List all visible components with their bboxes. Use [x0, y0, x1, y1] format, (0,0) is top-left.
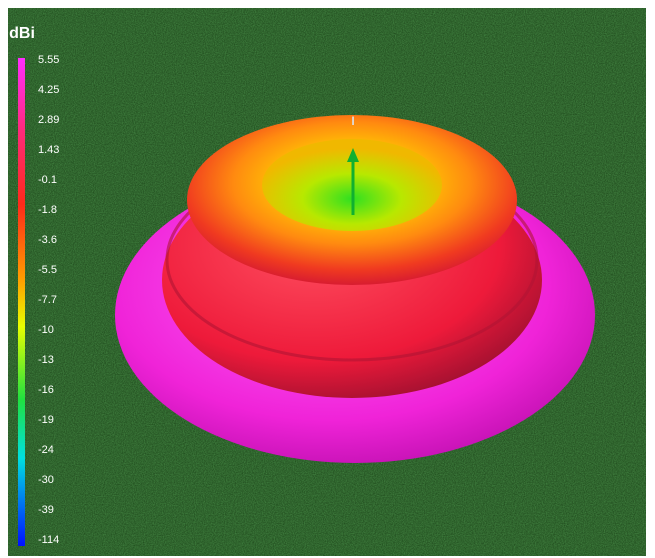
colorbar-label: 5.55	[38, 54, 59, 66]
colorbar-label: 4.25	[38, 84, 59, 96]
radiation-pattern-view: I dBi 5.55 4.25 2.89 1.43 -0.1 -1.8 -3.6 -5.5 -7…	[0, 0, 655, 558]
colorbar-label: -16	[38, 384, 54, 396]
colorbar-label: -39	[38, 504, 54, 516]
colorbar-label: 1.43	[38, 144, 59, 156]
marker: I	[351, 114, 354, 128]
colorbar	[18, 58, 25, 546]
colorbar-label: -0.1	[38, 174, 57, 186]
colorbar-label: -7.7	[38, 294, 57, 306]
colorbar-label: -10	[38, 324, 54, 336]
colorbar-label: 2.89	[38, 114, 59, 126]
colorbar-label: -1.8	[38, 204, 57, 216]
colorbar-label: -30	[38, 474, 54, 486]
colorbar-label: -24	[38, 444, 54, 456]
colorbar-label: -5.5	[38, 264, 57, 276]
colorbar-label: -13	[38, 354, 54, 366]
colorbar-title: dBi	[9, 25, 35, 42]
colorbar-label: -19	[38, 414, 54, 426]
colorbar-label: -114	[38, 534, 59, 546]
colorbar-label: -3.6	[38, 234, 57, 246]
